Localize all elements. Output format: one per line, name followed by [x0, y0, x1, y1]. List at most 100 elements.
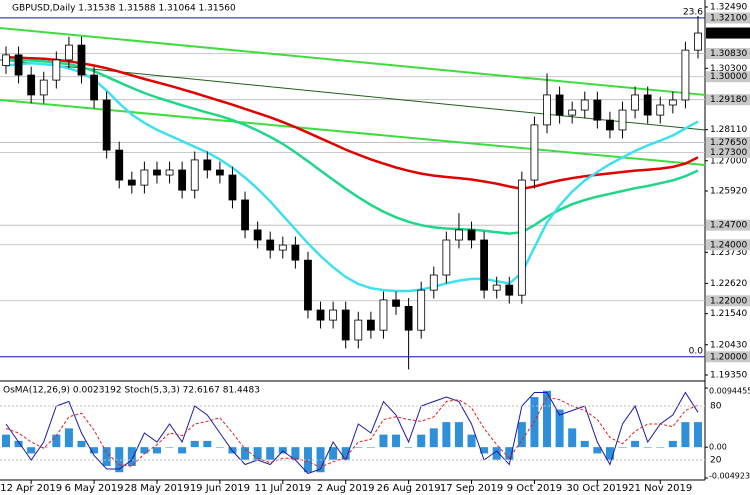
osma-bar: [593, 447, 602, 454]
candle-body: [52, 59, 61, 81]
y-tick-label: 1.25920: [710, 187, 747, 197]
osma-bar: [14, 440, 23, 448]
osma-bar: [517, 422, 526, 448]
x-tick-label: 6 May 2019: [65, 483, 124, 494]
osma-bar: [178, 447, 187, 454]
level-label-box: [706, 12, 750, 24]
level-label: 1.22000: [710, 296, 747, 306]
osma-bar: [417, 434, 426, 448]
level-label-box: [706, 239, 750, 251]
current-price-box: [706, 27, 750, 39]
osma-bar: [379, 434, 388, 448]
candle-body: [543, 94, 551, 126]
level-label-box: [706, 94, 750, 106]
osma-bar: [329, 447, 338, 460]
y-tick-label: 1.22620: [710, 279, 747, 289]
candle-body: [316, 309, 325, 321]
level-label: 1.30000: [710, 72, 747, 82]
trend-line: [0, 27, 706, 96]
osma-bar: [253, 447, 262, 460]
candle-body: [668, 99, 677, 106]
candle-body: [442, 239, 451, 276]
osma-bar: [681, 422, 690, 448]
fib-label: 0.0: [689, 346, 704, 356]
stochastic-line: [5, 396, 699, 468]
osma-bar: [543, 390, 552, 448]
osma-bar: [404, 447, 413, 448]
osma-bar: [366, 447, 375, 448]
candle-body: [354, 319, 363, 341]
osma-bar: [505, 447, 514, 460]
candle-body: [555, 94, 564, 116]
level-label-box: [706, 219, 750, 231]
osma-bar: [152, 447, 161, 454]
x-tick-label: 30 Oct 2019: [566, 483, 628, 494]
osma-tick-label: 0.00: [709, 443, 727, 452]
candle-body: [429, 274, 438, 291]
x-tick-label: 2 Aug 2019: [317, 483, 375, 494]
y-tick-label: 1.23730: [710, 248, 747, 258]
stoch-tick-label: 80: [710, 402, 722, 412]
level-label: 1.30830: [710, 49, 747, 59]
osma-bar: [354, 447, 363, 448]
osma-bar: [190, 440, 199, 448]
osma-bar: [27, 447, 36, 454]
candle-body: [681, 49, 690, 101]
osma-bar: [668, 440, 677, 448]
osma-bar: [291, 447, 300, 460]
candle-body: [203, 159, 212, 171]
osma-bar: [303, 447, 312, 473]
candle-body: [266, 239, 275, 251]
x-tick-label: 11 Jul 2019: [254, 483, 311, 494]
y-tick-label: 1.27000: [710, 156, 747, 166]
candle-body: [178, 169, 187, 191]
candle-body: [643, 94, 652, 116]
osma-bar: [467, 434, 476, 448]
moving-average: [5, 55, 699, 191]
moving-average: [6, 58, 699, 235]
candle-body: [341, 309, 350, 341]
level-label-box: [706, 71, 750, 83]
level-label: 1.32100: [710, 13, 747, 23]
osma-bar: [102, 447, 111, 466]
osma-bar: [165, 447, 174, 448]
osma-tick-label: 0.0094455: [709, 387, 750, 396]
candle-body: [27, 74, 36, 96]
candle-body: [517, 179, 526, 296]
osma-bar: [454, 422, 463, 448]
level-label: 1.24700: [710, 221, 747, 231]
candle-body: [618, 109, 627, 131]
candle-body: [153, 169, 161, 176]
osma-bar: [140, 447, 149, 454]
indicator-title: OsMA(12,26,9) 0.0023192 Stoch(5,3,3) 72.…: [3, 386, 260, 396]
candle-body: [694, 32, 702, 51]
osma-bar: [90, 447, 99, 454]
candle-body: [580, 99, 589, 111]
candle-body: [77, 44, 86, 76]
candle-body: [115, 149, 124, 181]
osma-bar: [127, 447, 136, 466]
osma-bar: [429, 428, 438, 448]
candle-body: [90, 74, 98, 101]
candle-body: [278, 244, 287, 251]
candle-body: [656, 104, 665, 116]
osma-bar: [215, 447, 224, 448]
candle-body: [606, 119, 614, 131]
fib-label: 23.6: [683, 7, 703, 17]
candle-body: [631, 94, 639, 111]
osma-bar: [631, 440, 640, 448]
osma-bar: [341, 447, 350, 460]
level-label: 1.29180: [710, 95, 747, 105]
level-label-box: [706, 351, 750, 363]
trend-line: [0, 98, 706, 166]
x-tick-label: 17 Sep 2019: [440, 483, 503, 494]
candle-body: [102, 99, 111, 151]
candle-body: [505, 284, 514, 296]
candle-body: [127, 179, 136, 186]
osma-bar: [643, 447, 652, 448]
candle-body: [568, 109, 577, 116]
x-tick-label: 12 Apr 2019: [0, 483, 62, 494]
osma-bar: [568, 428, 577, 448]
x-tick-label: 9 Oct 2019: [507, 483, 562, 494]
